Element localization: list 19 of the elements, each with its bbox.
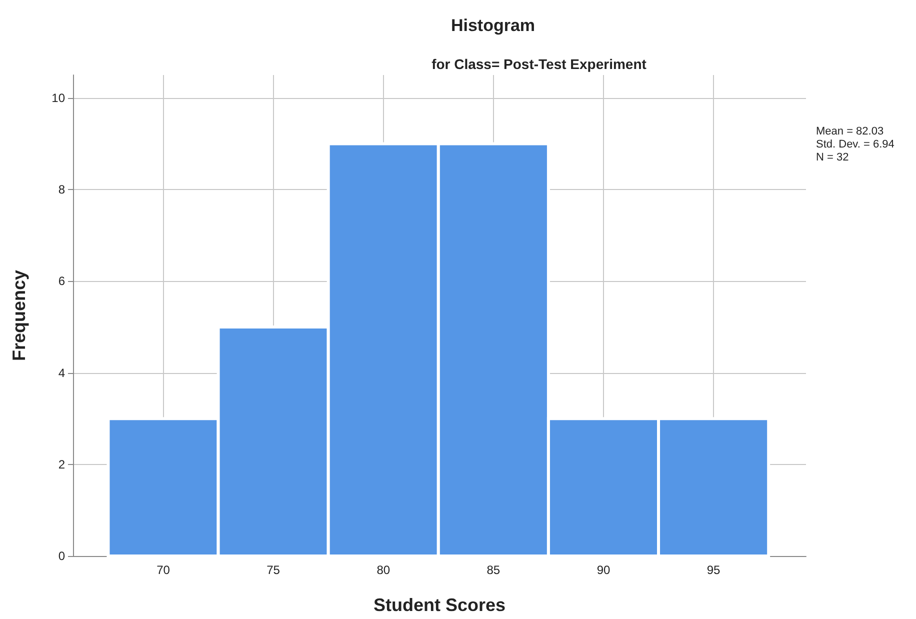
text: Std. Dev. = 6.94 bbox=[816, 138, 894, 150]
text: Mean = 82.03 bbox=[816, 126, 884, 138]
y-tick-label: 4 bbox=[58, 366, 66, 380]
y-tick-label: 2 bbox=[58, 457, 66, 472]
x-tick-label: 85 bbox=[486, 563, 500, 577]
y-tick-label: 8 bbox=[58, 182, 66, 197]
x-tick-label: 95 bbox=[706, 563, 721, 577]
x-tick-label: 90 bbox=[596, 563, 610, 577]
text: N = 32 bbox=[816, 152, 849, 164]
y-axis-title: Frequency bbox=[9, 270, 29, 362]
y-tick-label: 10 bbox=[52, 90, 66, 105]
x-tick-label: 80 bbox=[376, 563, 390, 577]
chart-subtitle: for Class= Post-Test Experiment bbox=[432, 56, 647, 72]
chart-title: Histogram bbox=[450, 16, 536, 35]
x-tick-label: 70 bbox=[156, 563, 170, 577]
x-tick-label: 75 bbox=[266, 563, 280, 577]
x-axis-title: Student Scores bbox=[373, 595, 506, 615]
y-tick-label: 0 bbox=[58, 549, 66, 563]
y-tick-label: 6 bbox=[58, 274, 66, 288]
